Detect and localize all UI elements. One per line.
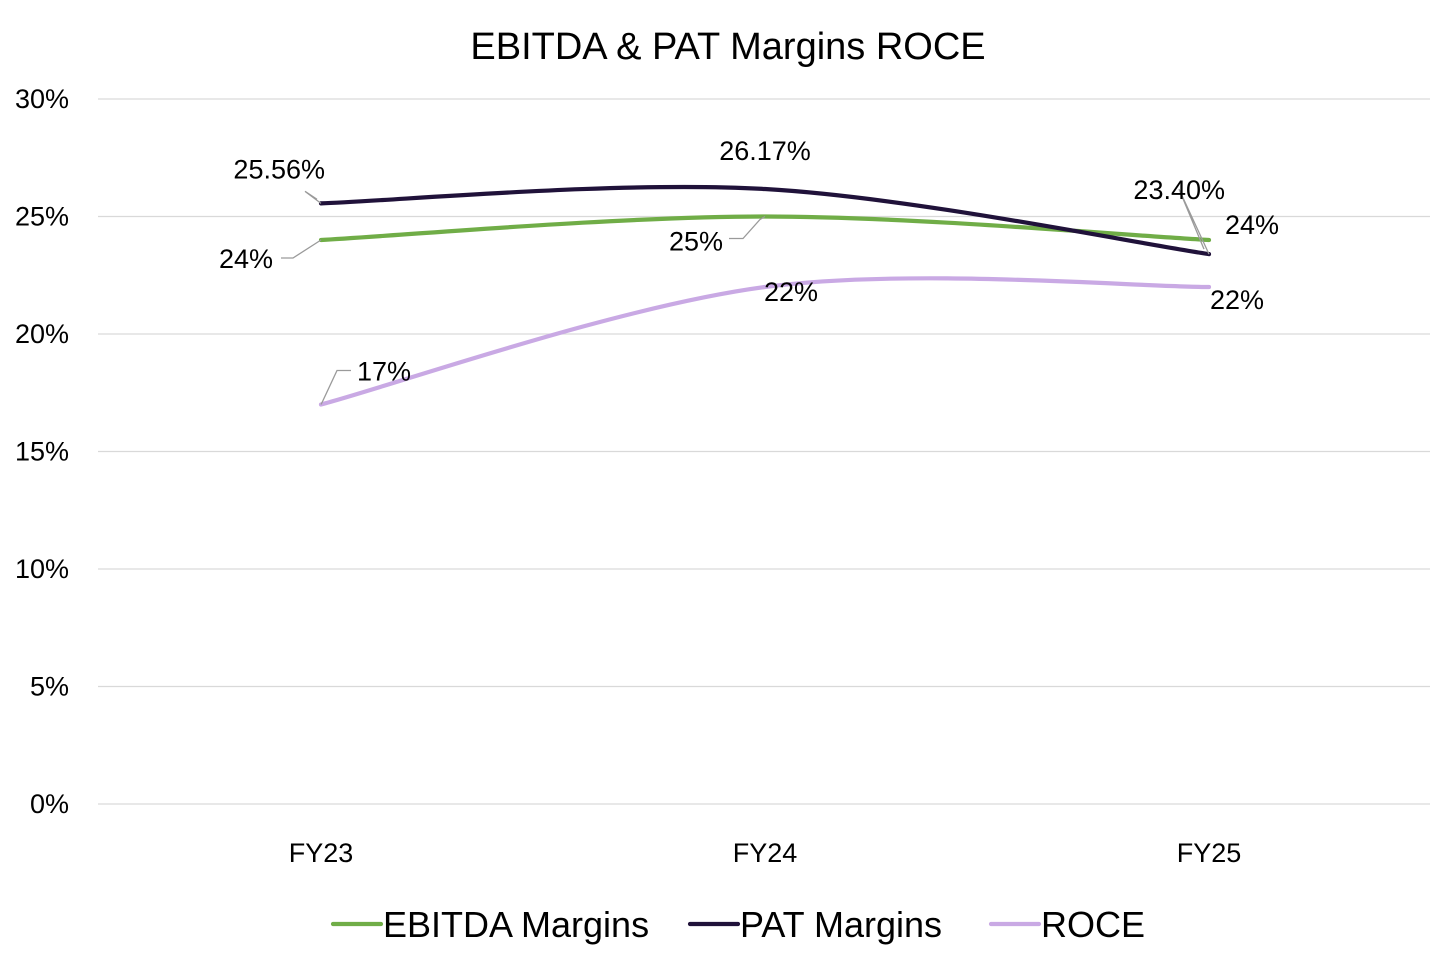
legend-item-ebitda-margins: EBITDA Margins xyxy=(330,904,649,945)
leader-line xyxy=(320,369,351,405)
data-label-roce: 22% xyxy=(764,277,818,307)
data-label-roce: 22% xyxy=(1210,285,1264,315)
legend: EBITDA Margins PAT Margins ROCE xyxy=(330,904,1145,945)
x-tick-label: FY25 xyxy=(1177,838,1242,868)
data-point-roce xyxy=(763,285,767,289)
data-label-pat-margins: 25.56% xyxy=(233,154,325,184)
legend-label: ROCE xyxy=(1041,904,1145,945)
x-axis-ticks: FY23 FY24 FY25 xyxy=(289,838,1242,868)
y-tick-label: 0% xyxy=(30,789,69,819)
chart-title: EBITDA & PAT Margins ROCE xyxy=(470,26,985,68)
data-label-ebitda-margins: 25% xyxy=(669,227,723,257)
legend-item-pat-margins: PAT Margins xyxy=(687,904,942,945)
x-tick-label: FY24 xyxy=(733,838,798,868)
series-line-pat-margins xyxy=(318,184,1212,257)
leader-line xyxy=(304,190,322,204)
leader-line xyxy=(1178,188,1210,255)
series-line-ebitda-margins xyxy=(318,214,1212,243)
data-label-ebitda-margins: 24% xyxy=(1225,210,1279,240)
data-label-pat-margins: 26.17% xyxy=(719,136,811,166)
label-leader-lines xyxy=(281,188,1210,405)
leader-line xyxy=(729,215,766,240)
y-tick-label: 20% xyxy=(15,319,69,349)
legend-label: PAT Margins xyxy=(740,904,942,945)
gridlines xyxy=(98,98,1430,805)
data-point-roce xyxy=(1207,285,1211,289)
data-point-ebitda-margins xyxy=(1207,238,1211,242)
leader-line xyxy=(281,239,322,259)
data-label-roce: 17% xyxy=(357,357,411,387)
data-point-pat-margins xyxy=(763,187,767,192)
data-label-pat-margins: 23.40% xyxy=(1133,175,1225,205)
data-label-ebitda-margins: 24% xyxy=(219,244,273,274)
y-tick-label: 30% xyxy=(15,84,69,114)
y-tick-label: 5% xyxy=(30,672,69,702)
y-tick-label: 10% xyxy=(15,554,69,584)
y-tick-label: 25% xyxy=(15,202,69,232)
legend-label: EBITDA Margins xyxy=(383,904,649,945)
legend-item-roce: ROCE xyxy=(988,904,1145,945)
y-axis-ticks: 0% 5% 10% 15% 20% 25% 30% xyxy=(15,84,69,819)
y-tick-label: 15% xyxy=(15,437,69,467)
x-tick-label: FY23 xyxy=(289,838,354,868)
data-labels: 17% 22% 22% 24% 25% 24% 25.56% 26.17% 23.40% xyxy=(219,136,1279,386)
